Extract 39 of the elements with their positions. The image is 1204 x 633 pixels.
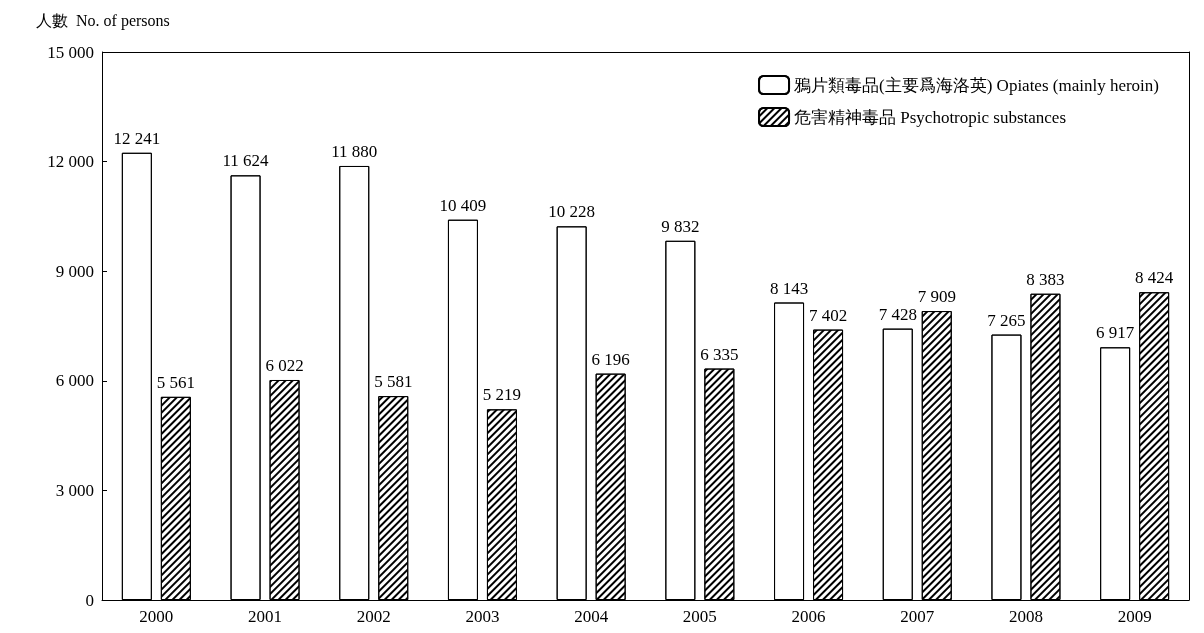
x-tick-label: 2003 (465, 607, 500, 626)
data-label: 6 022 (265, 356, 304, 375)
data-label: 6 196 (591, 349, 630, 369)
data-label: 8 424 (1135, 268, 1174, 288)
data-label: 11 624 (222, 151, 270, 171)
y-tick-label: 9 000 (55, 261, 94, 281)
data-label: 7 909 (917, 287, 956, 307)
data-label: 8 143 (769, 278, 809, 298)
data-label: 6 917 (1096, 323, 1135, 343)
y-tick-label: 6 000 (55, 371, 94, 391)
x-tick-label: 2004 (574, 607, 609, 626)
y-tick-label: 3 000 (55, 480, 94, 500)
data-label: 5 219 (482, 385, 522, 405)
x-tick-label: 2001 (248, 607, 283, 626)
legend-label: 危害精神毒品 Psychotropic substances (794, 107, 1067, 127)
x-tick-label: 2009 (1117, 607, 1152, 626)
x-tick-label: 2002 (356, 607, 391, 626)
x-tick-label: 2007 (900, 607, 935, 626)
x-tick-label: 2006 (791, 607, 826, 626)
legend-label: 鴉片類毒品(主要爲海洛英) Opiates (mainly heroin) (794, 75, 1159, 95)
data-label: 5 581 (374, 372, 413, 392)
data-label: 8 383 (1026, 269, 1065, 289)
x-tick-label: 2005 (682, 607, 717, 626)
y-tick-label: 15 000 (47, 42, 94, 62)
data-label: 10 409 (439, 195, 487, 215)
y-tick-label: 0 (85, 590, 94, 610)
data-label: 7 265 (987, 310, 1026, 330)
data-label: 5 561 (156, 372, 195, 392)
x-tick-label: 2008 (1008, 607, 1043, 626)
y-axis-title: 人數 No. of persons (36, 11, 170, 30)
data-label: 12 241 (113, 128, 161, 148)
data-label: 10 228 (548, 202, 596, 222)
data-label: 9 832 (661, 216, 700, 236)
x-tick-label: 2000 (139, 607, 174, 626)
y-tick-label: 12 000 (47, 152, 94, 172)
data-label: 6 335 (700, 344, 739, 364)
data-label: 7 402 (808, 305, 848, 325)
data-label: 7 428 (878, 304, 917, 324)
data-label: 11 880 (331, 141, 378, 161)
